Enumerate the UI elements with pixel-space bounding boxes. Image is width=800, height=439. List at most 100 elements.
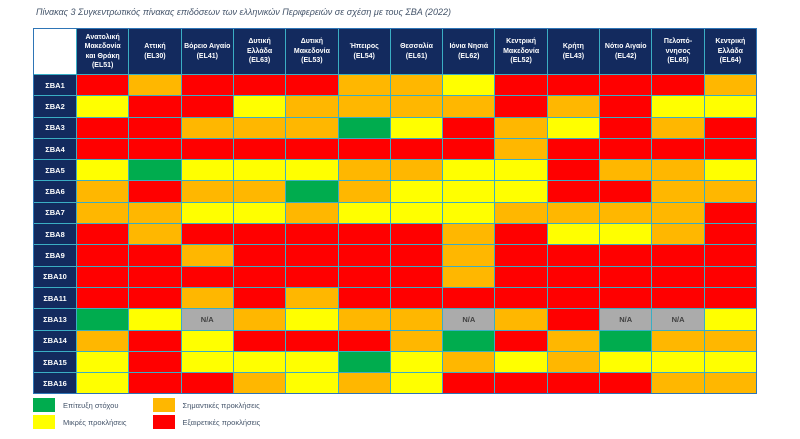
cell-sba6-el42 [600, 181, 652, 202]
cell-sba9-el30 [129, 245, 181, 266]
legend-label: Επίτευξη στόχου [63, 400, 119, 410]
cell-sba6-el51 [77, 181, 129, 202]
cell-sba7-el42 [600, 202, 652, 224]
region-name: Θεσσαλία [400, 43, 433, 51]
cell-sba16-el52 [495, 373, 547, 394]
column-header-el54: Ήπειρος (EL54) [338, 29, 390, 74]
cell-sba15-el63 [233, 351, 286, 373]
cell-sba15-el64 [704, 351, 756, 373]
cell-sba11-el63 [233, 287, 286, 309]
cell-sba11-el64 [704, 287, 756, 309]
cell-sba8-el43 [547, 224, 600, 245]
row-header-sba5: ΣΒΑ5 [34, 160, 76, 181]
cell-sba16-el41 [181, 373, 233, 394]
cell-sba2-el42 [600, 96, 652, 117]
column-header-el53: Δυτική Μακεδονία (EL53) [286, 29, 338, 74]
cell-sba5-el61 [390, 160, 443, 181]
cell-sba2-el43 [547, 96, 600, 117]
cell-sba16-el43 [547, 373, 600, 394]
cell-sba13-el63 [233, 309, 286, 330]
cell-sba14-el52 [495, 330, 547, 351]
cell-sba1-el51 [77, 75, 129, 96]
cell-sba5-el54 [338, 160, 390, 181]
cell-sba11-el54 [338, 287, 390, 309]
cell-sba13-el54 [338, 309, 390, 330]
cell-sba13-el61 [390, 309, 443, 330]
row-header-sba14: ΣΒΑ14 [34, 330, 76, 351]
row-header-sba8: ΣΒΑ8 [34, 224, 76, 245]
cell-sba15-el41 [181, 351, 233, 373]
region-code: (EL61) [405, 52, 428, 60]
cell-sba3-el53 [286, 117, 338, 138]
cell-sba8-el53 [286, 224, 338, 245]
row-header-sba13: ΣΒΑ13 [34, 309, 76, 330]
cell-sba2-el61 [390, 96, 443, 117]
cell-sba8-el51 [77, 224, 129, 245]
cell-sba16-el54 [338, 373, 390, 394]
cell-sba7-el64 [704, 202, 756, 224]
cell-sba5-el53 [286, 160, 338, 181]
cell-sba13-el52 [495, 309, 547, 330]
column-header-el30: Αττική (EL30) [129, 29, 181, 74]
cell-sba2-el53 [286, 96, 338, 117]
cell-sba10-el64 [704, 266, 756, 287]
cell-sba1-el61 [390, 75, 443, 96]
cell-sba3-el42 [600, 117, 652, 138]
cell-sba7-el51 [77, 202, 129, 224]
cell-sba16-el42 [600, 373, 652, 394]
row-header-sba16: ΣΒΑ16 [34, 373, 76, 394]
cell-sba10-el53 [286, 266, 338, 287]
cell-sba4-el30 [129, 138, 181, 160]
legend-label: Μικρές προκλήσεις [63, 417, 127, 427]
column-header-el43: Κρήτη (EL43) [547, 29, 600, 74]
cell-sba9-el61 [390, 245, 443, 266]
cell-sba2-el52 [495, 96, 547, 117]
cell-sba1-el43 [547, 75, 600, 96]
column-header-el52: Κεντρική Μακεδονία (EL52) [495, 29, 547, 74]
cell-sba15-el42 [600, 351, 652, 373]
column-header-el64: Κεντρική Ελλάδα (EL64) [704, 29, 756, 74]
legend-label: Εξαιρετικές προκλήσεις [182, 417, 261, 427]
region-code: (EL51) [91, 61, 114, 69]
cell-sba14-el64 [704, 330, 756, 351]
row-header-sba3: ΣΒΑ3 [34, 117, 76, 138]
cell-sba11-el52 [495, 287, 547, 309]
cell-sba6-el64 [704, 181, 756, 202]
cell-sba7-el53 [286, 202, 338, 224]
cell-sba6-el65 [652, 181, 704, 202]
cell-sba5-el42 [600, 160, 652, 181]
cell-sba3-el61 [390, 117, 443, 138]
cell-sba13-el65: N/A [652, 309, 704, 330]
cell-sba8-el64 [704, 224, 756, 245]
region-name: Νότιο Αιγαίο [604, 43, 647, 51]
cell-sba8-el61 [390, 224, 443, 245]
cell-sba3-el64 [704, 117, 756, 138]
cell-sba5-el52 [495, 160, 547, 181]
cell-sba13-el64 [704, 309, 756, 330]
legend-swatch-g [33, 398, 55, 412]
cell-sba14-el65 [652, 330, 704, 351]
sdg-performance-heatmap: Ανατολική Μακεδονία και Θράκη (EL51) Αττικ… [33, 28, 757, 395]
cell-sba4-el52 [495, 138, 547, 160]
cell-sba14-el51 [77, 330, 129, 351]
row-header-sba15: ΣΒΑ15 [34, 351, 76, 373]
cell-sba10-el54 [338, 266, 390, 287]
cell-sba10-el42 [600, 266, 652, 287]
cell-sba14-el63 [233, 330, 286, 351]
cell-sba2-el41 [181, 96, 233, 117]
cell-sba1-el41 [181, 75, 233, 96]
row-header-sba9: ΣΒΑ9 [34, 245, 76, 266]
cell-sba6-el41 [181, 181, 233, 202]
cell-sba8-el30 [129, 224, 181, 245]
cell-sba15-el30 [129, 351, 181, 373]
cell-sba14-el62 [443, 330, 495, 351]
cell-sba3-el62 [443, 117, 495, 138]
region-name: Βόρειο Αιγαίο [184, 43, 231, 51]
region-code: (EL63) [248, 57, 271, 65]
cell-sba16-el30 [129, 373, 181, 394]
cell-sba7-el54 [338, 202, 390, 224]
cell-sba5-el43 [547, 160, 600, 181]
cell-sba13-el51 [77, 309, 129, 330]
cell-sba5-el62 [443, 160, 495, 181]
